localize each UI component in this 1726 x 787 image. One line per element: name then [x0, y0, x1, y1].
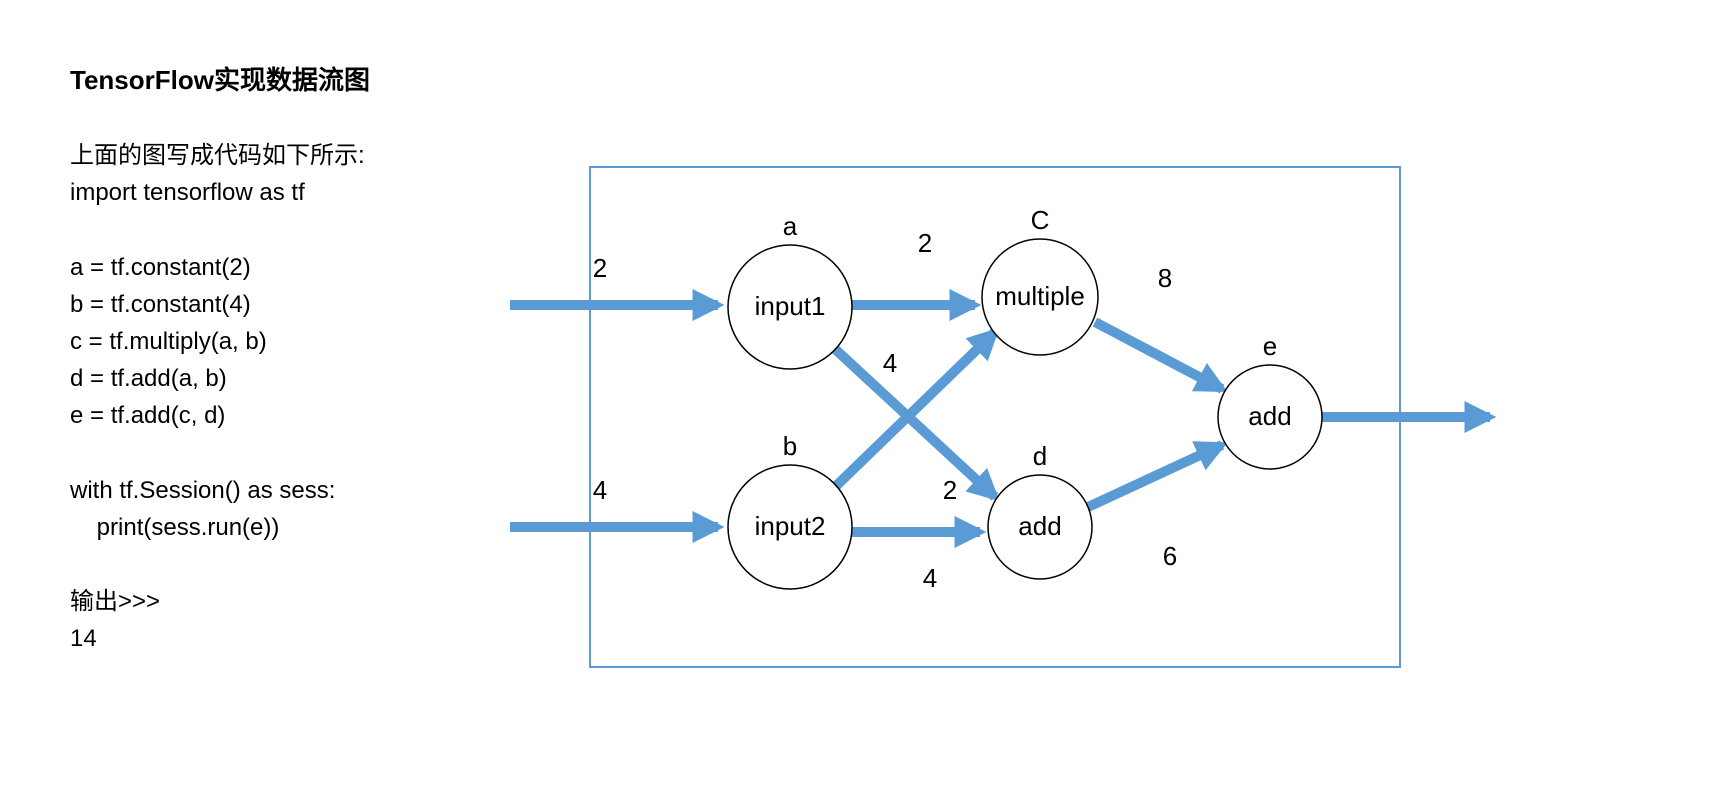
- code-block: 上面的图写成代码如下所示: import tensorflow as tf a …: [70, 137, 410, 658]
- edge-label: 2: [918, 228, 932, 258]
- page-title: TensorFlow实现数据流图: [70, 60, 1656, 97]
- node-label-top: e: [1263, 331, 1277, 361]
- edge-label: 4: [883, 348, 897, 378]
- edge-label: 8: [1158, 263, 1172, 293]
- node-label-in: multiple: [995, 281, 1085, 311]
- edge-label: 2: [593, 253, 607, 283]
- content-container: 上面的图写成代码如下所示: import tensorflow as tf a …: [70, 137, 1656, 692]
- edge-label: 4: [923, 563, 937, 593]
- node-label-top: C: [1031, 205, 1050, 235]
- node-label-in: add: [1248, 401, 1291, 431]
- node-label-in: add: [1018, 511, 1061, 541]
- node-label-in: input1: [755, 291, 826, 321]
- flow-diagram-svg: 2 4 2 2 4 4 8 6 a input1 b input2 Cmultiple d add e add: [470, 127, 1510, 687]
- node-label-top: b: [783, 431, 797, 461]
- node-label-top: d: [1033, 441, 1047, 471]
- edge-label: 6: [1163, 541, 1177, 571]
- edge-label: 4: [593, 475, 607, 505]
- node-label-top: a: [783, 211, 798, 241]
- node-label-in: input2: [755, 511, 826, 541]
- diagram: 2 4 2 2 4 4 8 6 a input1 b input2 Cmultiple d add e add: [470, 127, 1510, 692]
- edge-label: 2: [943, 475, 957, 505]
